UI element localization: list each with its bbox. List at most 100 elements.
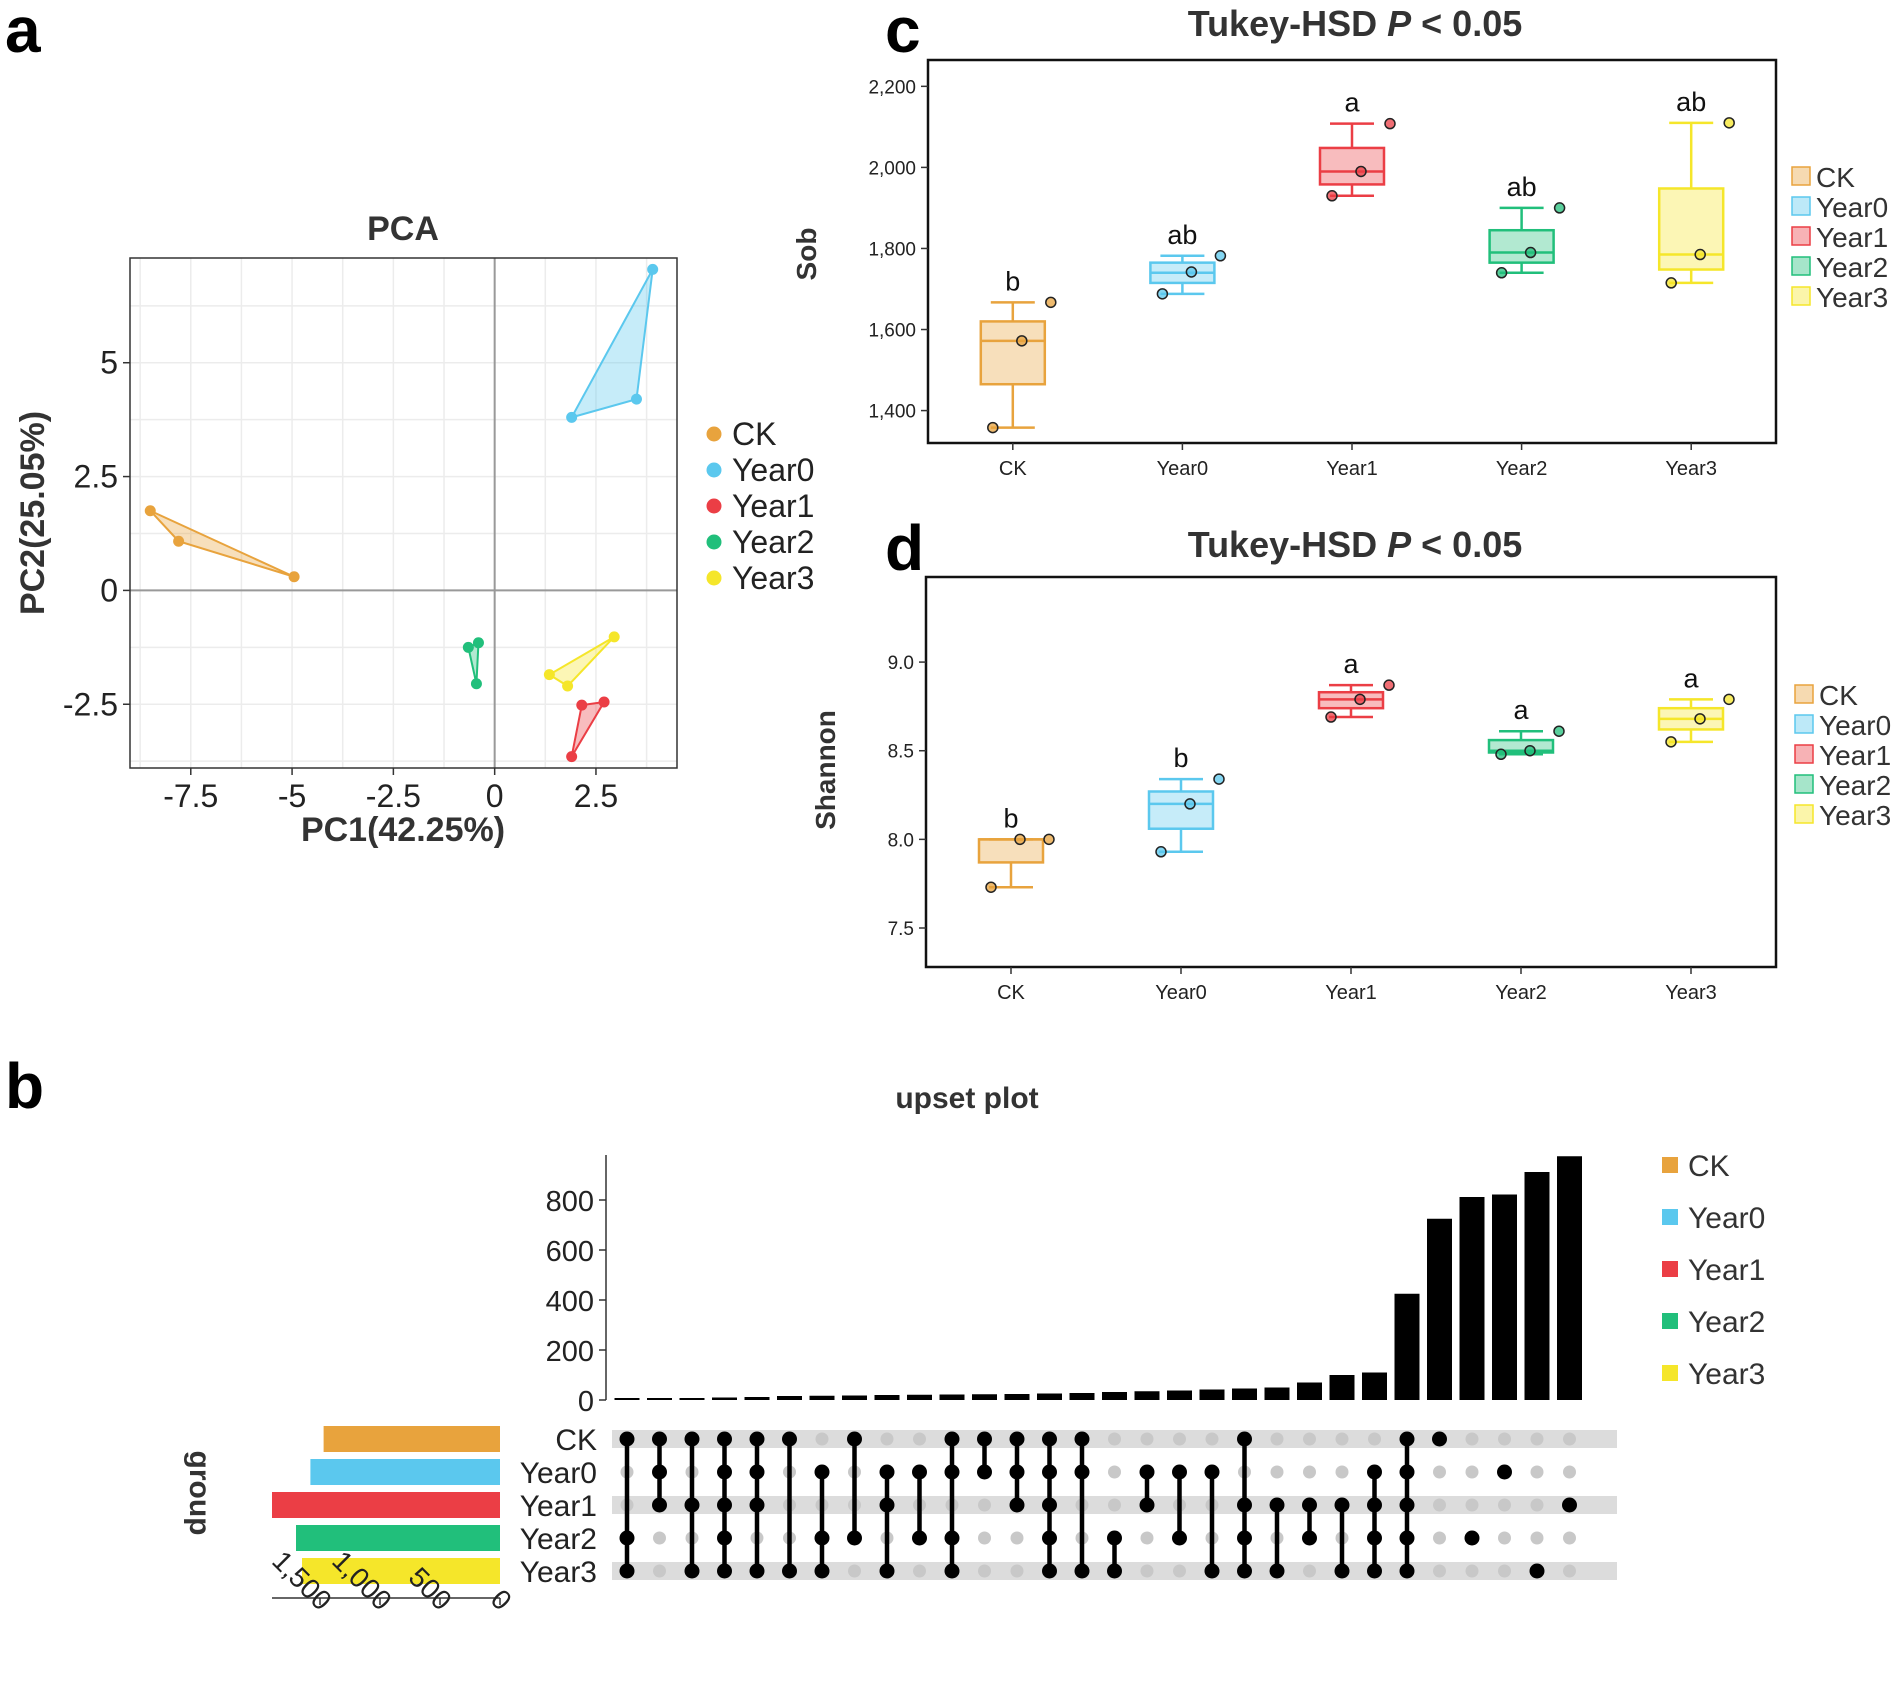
upset-dot-empty [978,1498,991,1512]
upset-matrix-column [1399,1431,1415,1579]
pca-legend-label-ck: CK [732,416,776,452]
shannon-letter: a [1343,649,1359,679]
upset-dot-filled [1529,1563,1545,1579]
upset-dot-empty [913,1432,926,1446]
upset-dot-empty [1498,1432,1511,1446]
upset-dot-filled [814,1563,830,1579]
pca-point-year2 [462,641,474,653]
upset-set-bar-year3 [302,1558,500,1584]
upset-dot-filled [1464,1530,1480,1546]
pca-point-year0 [630,393,642,405]
upset-dot-filled [1172,1530,1187,1546]
pca-legend-dot-ck [706,426,722,442]
sob-x-tick-label: Year2 [1496,458,1548,480]
upset-matrix-column [782,1431,797,1579]
pca-legend-dot-year2 [706,534,722,550]
shannon-y-tick-label: 9.0 [888,653,914,674]
upset-dot-filled [1074,1464,1090,1480]
upset-intersection-bar [939,1394,965,1400]
upset-set-label-year1: Year1 [520,1490,597,1523]
upset-dot-filled [1237,1431,1252,1447]
pca-x-tick-label: 2.5 [574,778,618,814]
pca-point-year0 [566,411,578,423]
sob-box-body [979,320,1047,386]
shannon-legend-label-year0: Year0 [1819,710,1891,741]
upset-set-tick-label: 0 [485,1583,518,1616]
upset-dot-empty [1465,1432,1479,1446]
sob-point [1665,277,1677,289]
upset-set-bar-year2 [296,1525,500,1551]
upset-intersection-bar [614,1398,640,1400]
upset-dot-empty [1335,1465,1349,1479]
upset-matrix-column [1172,1432,1187,1578]
sob-x-tick-label: Year0 [1157,458,1209,480]
shannon-x-tick-label: CK [997,982,1025,1004]
upset-legend-key-year1 [1662,1261,1678,1277]
sob-y-tick-label: 1,800 [868,239,916,260]
shannon-point [1383,679,1395,691]
shannon-point [1553,725,1565,737]
upset-intersection-bar [1492,1194,1517,1400]
upset-dot-empty [1563,1465,1576,1479]
upset-dot-filled [652,1464,667,1480]
upset-y-tick-label: 0 [578,1386,594,1418]
sob-title-p: P [1387,3,1412,44]
shannon-box-year1: a [1317,649,1395,723]
pca-y-axis-label: PC2(25.05%) [14,411,52,615]
pca-point-year2 [472,637,484,649]
upset-intersection-bar [1167,1390,1192,1400]
sob-box-year1: a [1318,88,1396,202]
sob-box-body [1318,146,1386,186]
pca-y-tick-label: 2.5 [74,459,118,495]
upset-matrix-column [684,1431,700,1579]
upset-matrix-column [1139,1432,1155,1578]
shannon-point [1184,798,1196,810]
shannon-point [985,881,997,893]
upset-matrix-column [1432,1431,1447,1578]
upset-intersection-bar [809,1395,835,1400]
shannon-chart: Tukey-HSD P < 0.05 7.58.08.59.0CK Year0 Ye… [810,524,1891,1004]
upset-dot-filled [1367,1497,1382,1513]
upset-dot-filled [1367,1464,1382,1480]
shannon-point [1043,833,1055,846]
shannon-plot-area: 7.5 8.0 8.5 9.0 CK Year0 Year1 Year2 Year3 b b a a a [888,575,1778,1004]
upset-dot-empty [1368,1432,1381,1446]
sob-legend-key-year2 [1791,256,1811,276]
upset-dot-filled [1432,1431,1447,1447]
upset-intersection-bar [712,1397,737,1400]
pca-point-year1 [566,751,578,763]
shannon-x-tick-label: Year2 [1495,982,1547,1004]
sob-x-tick-label: Year1 [1326,458,1378,480]
pca-legend-dot-year0 [706,462,722,478]
upset-dot-filled [652,1431,667,1447]
sob-legend-key-year1 [1791,226,1811,246]
pca-legend-dot-year3 [706,570,722,586]
sob-point [1156,288,1169,300]
upset-intersection-bar [907,1394,932,1400]
upset-matrix-column [619,1431,635,1579]
upset-dot-filled [847,1530,862,1546]
upset-dot-filled [684,1497,700,1513]
shannon-y-axis-label: Shannon [810,710,841,830]
sob-point [1723,117,1735,129]
upset-dot-filled [1399,1431,1415,1447]
upset-dot-filled [1204,1563,1220,1579]
upset-dot-filled [1334,1497,1350,1513]
upset-dot-empty [1010,1564,1024,1578]
upset-dot-empty [1205,1432,1219,1446]
upset-intersection-bar [1427,1218,1452,1400]
upset-dot-filled [1042,1431,1057,1447]
shannon-box-year2: a [1487,695,1565,761]
panel-letter-c: c [885,0,921,66]
shannon-x-tick-label: Year1 [1325,982,1377,1004]
pca-legend-label-year2: Year2 [732,524,814,560]
upset-legend-label-year1: Year1 [1688,1254,1765,1287]
pca-hull-year0 [569,268,654,419]
upset-dot-empty [1563,1432,1576,1446]
pca-point-ck [144,505,156,517]
upset-dot-filled [749,1563,765,1579]
shannon-point [1495,748,1507,761]
upset-dot-empty [978,1531,991,1545]
upset-legend-key-year3 [1662,1365,1678,1381]
